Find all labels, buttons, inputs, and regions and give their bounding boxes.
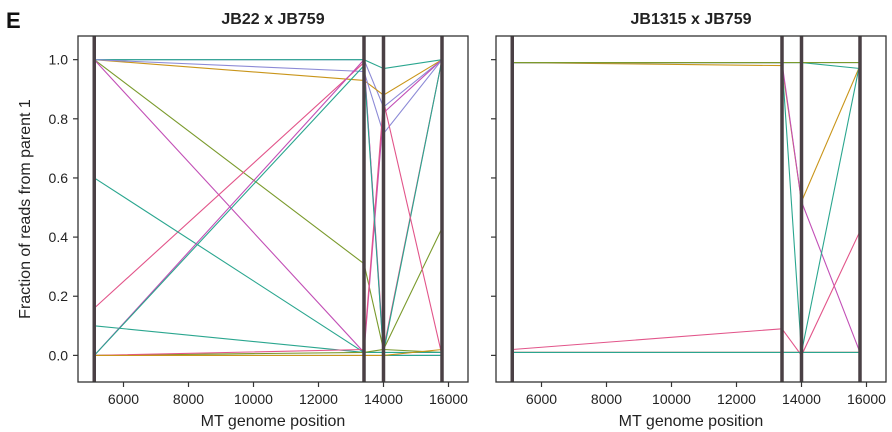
y-tick-label: 1.0 [49,52,69,68]
panel-letter: E [6,8,21,33]
chart-panel-1: JB22 x JB759 Fraction of reads from pare… [17,11,469,430]
series-line-15 [94,348,443,356]
series-line-11 [94,227,443,356]
series-line-7 [93,59,443,350]
chart-panel-2: JB1315 x JB759 MT genome position 6000 80… [491,11,887,430]
x-tick-label: 12000 [299,391,338,407]
x-tick-label: 16000 [847,391,886,407]
y-tick-label: 0.0 [49,347,69,363]
y-tick-label: 0.2 [49,288,69,304]
x-tick-label: 8000 [173,391,204,407]
x-tick-label: 12000 [717,391,756,407]
x-tick-label: 14000 [364,391,403,407]
plot-area-2: 6000 8000 10000 12000 14000 16000 [491,35,887,407]
y-tick-label: 0.8 [49,111,69,127]
plot-frame [495,35,887,383]
series-line-5 [512,62,861,353]
series-line-14 [93,64,442,356]
y-tick-label: 0.4 [49,229,69,245]
chart-title-2: JB1315 x JB759 [631,11,752,28]
y-tick-label: 0.6 [49,170,69,186]
x-axis-label-2: MT genome position [619,413,764,430]
series-line-7 [512,230,861,357]
x-tick-label: 6000 [108,391,139,407]
series-line-13 [94,100,443,356]
x-tick-label: 6000 [526,391,557,407]
x-tick-label: 14000 [782,391,821,407]
series-line-5 [94,59,443,70]
series-line-4 [512,62,861,353]
series-line-8 [94,177,442,353]
series-line-6 [94,59,443,135]
x-tick-label: 16000 [429,391,468,407]
series-line-12 [93,58,442,356]
x-tick-label: 10000 [234,391,273,407]
chart-title-1: JB22 x JB759 [221,11,324,28]
series-line-3 [93,59,443,353]
series-line-4 [93,59,443,354]
series-line-3 [512,62,861,204]
series-line-2 [94,59,443,96]
plot-area-1: 6000 8000 10000 12000 14000 16000 0.0 0.2 0.4 0.6… [49,35,469,407]
y-axis-label: Fraction of reads from parent 1 [17,99,34,319]
series-line-9 [94,59,443,353]
x-tick-label: 10000 [652,391,691,407]
plot-frame [77,35,469,383]
x-axis-label-1: MT genome position [201,413,346,430]
x-tick-label: 8000 [591,391,622,407]
